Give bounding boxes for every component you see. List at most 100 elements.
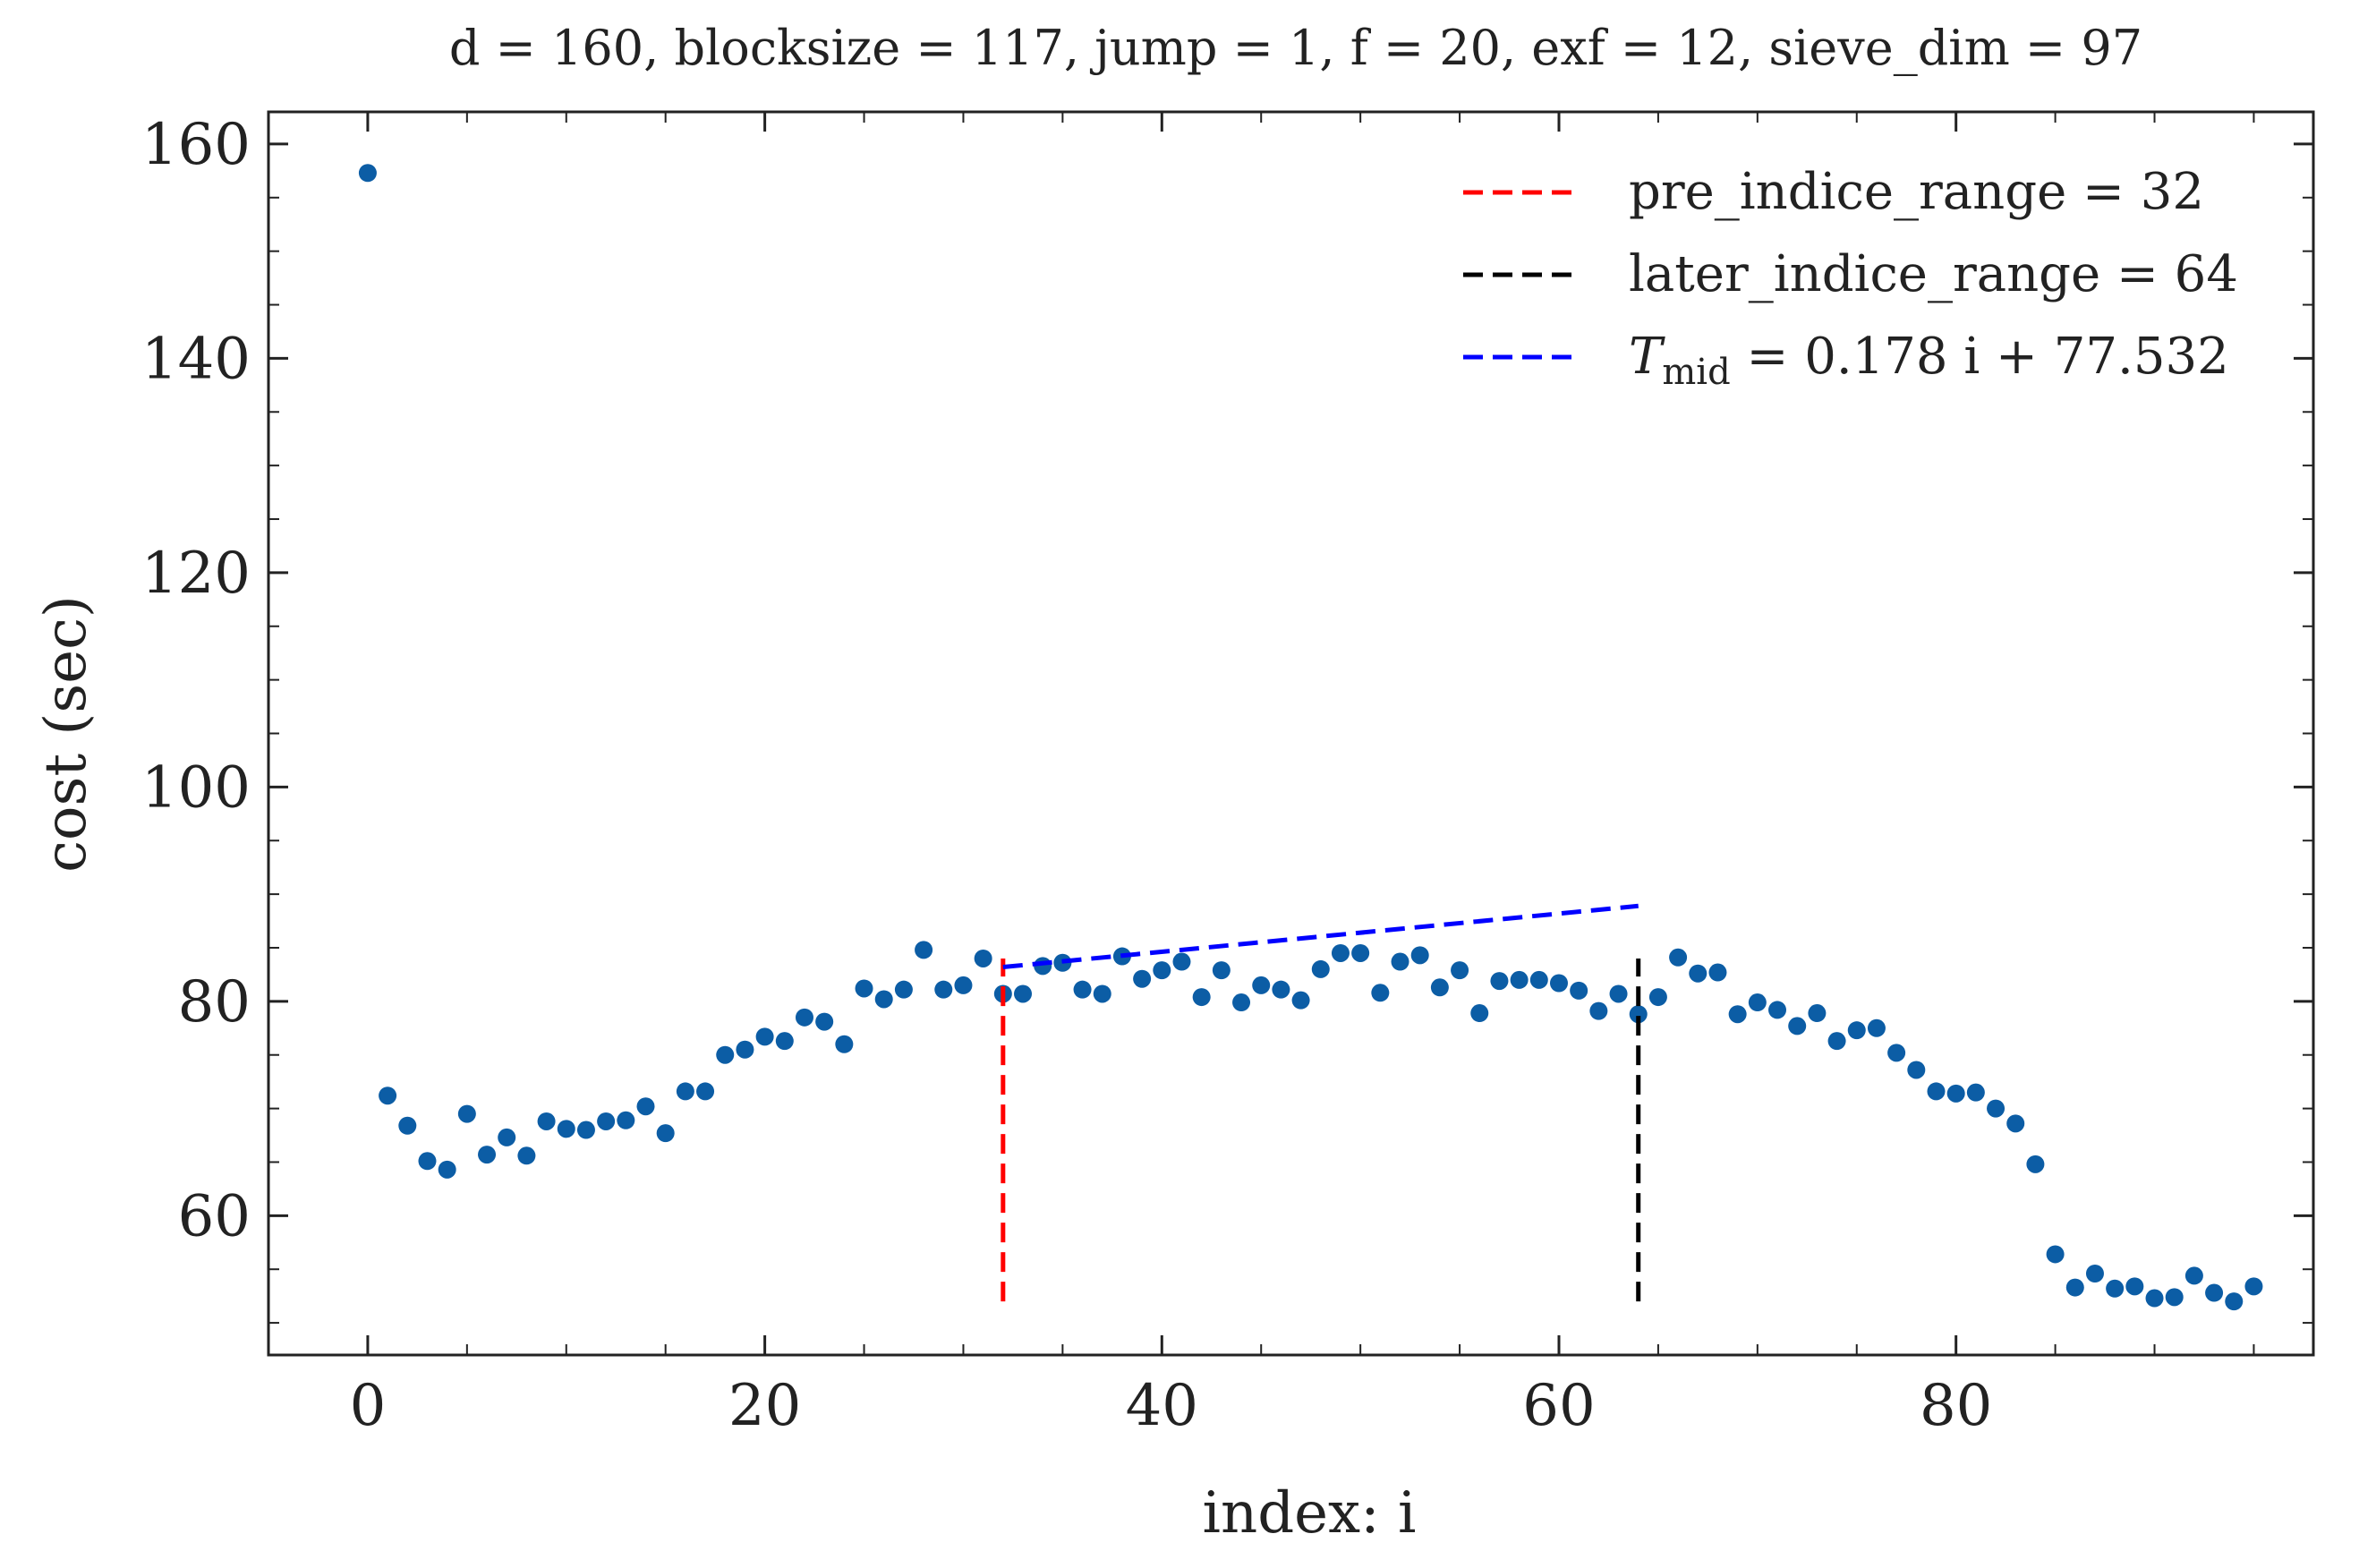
data-point [2065,1278,2084,1297]
data-point [2244,1277,2263,1296]
legend: pre_indice_range = 32 later_indice_range … [1463,163,2238,393]
data-point [656,1124,675,1143]
data-point [2106,1279,2125,1298]
data-point [1172,952,1191,971]
data-point [1549,974,1568,993]
data-point [1927,1082,1946,1101]
data-point [1212,961,1231,980]
data-point [1133,969,1152,988]
data-point [1192,988,1211,1007]
data-point [617,1111,635,1129]
y-tick-label: 160 [141,112,251,178]
data-point [1410,946,1429,965]
data-point [1609,984,1628,1003]
data-point [1153,961,1171,980]
data-point [1073,980,1092,999]
legend-label: pre_indice_range = 32 [1629,163,2204,221]
data-point [1252,976,1271,994]
data-point [974,949,992,967]
data-point [2145,1289,2164,1308]
data-point [1669,948,1688,967]
data-point [636,1097,655,1116]
data-point [755,1027,774,1046]
data-point [2165,1288,2184,1307]
y-tick-label: 60 [178,1183,251,1249]
data-point [2184,1266,2203,1285]
data-point [1728,1005,1747,1024]
data-point [537,1112,556,1130]
data-point [2225,1292,2244,1311]
data-point [855,979,873,998]
data-point [379,1087,397,1105]
data-point [934,980,953,999]
data-point [1311,959,1330,978]
scatter-points [358,164,2263,1311]
data-point [1946,1084,1965,1103]
data-point [1887,1044,1906,1062]
data-point [1689,964,1707,983]
x-tick-label: 20 [728,1373,801,1439]
data-point [716,1045,735,1064]
data-point [775,1032,794,1051]
data-point [1867,1018,1886,1037]
series-lines [1001,903,1641,1302]
data-point [954,976,973,994]
data-point [1391,952,1409,971]
data-point [1788,1017,1807,1035]
x-tick-label: 0 [350,1373,387,1439]
data-point [438,1160,456,1179]
data-point [795,1008,813,1027]
data-point [1331,943,1350,962]
data-point [815,1012,834,1031]
x-tick-label: 40 [1126,1373,1198,1439]
data-point [2026,1155,2045,1173]
legend-label: Tmid = 0.178 i + 77.532 [1629,328,2229,393]
data-point [1014,984,1033,1003]
data-point [576,1121,595,1139]
data-point [1648,988,1667,1007]
data-point [1529,970,1548,989]
data-point [1847,1021,1866,1040]
y-axis-label: cost (sec) [33,595,99,873]
data-point [1827,1032,1846,1051]
data-point [2125,1277,2144,1296]
data-point [835,1035,854,1053]
data-point [1451,961,1469,980]
x-axis-label: index: i [1203,1480,1417,1547]
data-point [557,1120,575,1138]
data-point [915,941,933,959]
data-point [696,1082,715,1101]
data-point [2205,1283,2224,1302]
data-point [1351,943,1370,962]
y-tick-label: 120 [141,541,251,607]
data-point [1708,963,1727,982]
data-point [1490,972,1509,991]
data-point [1589,1001,1608,1020]
data-point [1768,1001,1787,1019]
data-point [478,1146,497,1164]
data-point [457,1104,476,1123]
y-tick-label: 100 [141,754,251,821]
data-point [1629,1005,1648,1024]
data-point [874,990,893,1009]
data-point [1966,1083,1985,1102]
data-point [1748,993,1767,1012]
data-point [2085,1264,2104,1283]
data-point [2046,1245,2065,1264]
data-point [1987,1099,2006,1118]
data-point [2006,1114,2025,1133]
legend-label: later_indice_range = 64 [1629,245,2238,303]
x-tick-label: 60 [1522,1373,1595,1439]
data-point [676,1082,694,1101]
data-point [1093,984,1111,1003]
y-tick-label: 80 [178,969,251,1035]
data-point [358,164,377,183]
data-point [517,1146,536,1165]
x-tick-label: 80 [1920,1373,1992,1439]
data-point [1232,993,1251,1012]
data-point [1907,1061,1926,1079]
chart-title: d = 160, blocksize = 117, jump = 1, f = … [449,20,2142,76]
data-point [498,1128,516,1146]
series-line-3 [1002,903,1639,970]
